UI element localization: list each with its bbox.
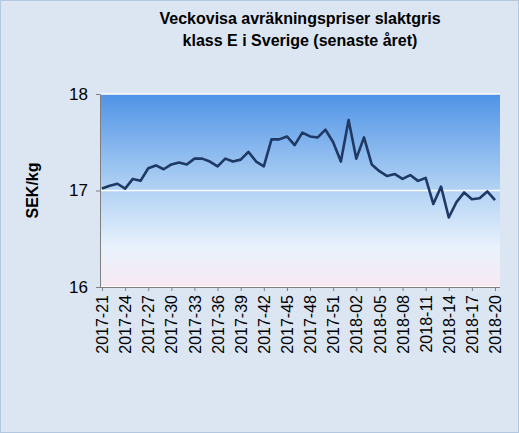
tick-mark [148,287,149,291]
tick: 18 [69,85,100,104]
axis-line [100,287,500,288]
tick-label: 2017-39 [233,295,250,354]
grid-line [100,93,500,95]
tick-label: 2018-20 [487,295,504,354]
y-axis: 16 17 18 [69,85,100,297]
tick-label: 2017-21 [94,295,111,354]
chart: 16 17 18 2017-21 2017-24 2017-27 2017-30 2017-3… [0,0,519,433]
tick: 2017-42 [256,287,273,354]
tick-label: 2017-45 [279,295,296,354]
marks [102,120,495,217]
tick: 2017-39 [233,287,250,354]
tick: 2018-11 [418,287,435,353]
tick-mark [96,287,100,288]
tick-label: 2018-05 [372,295,389,354]
tick: 2017-36 [210,287,227,354]
tick-mark [333,287,334,291]
tick: 2018-14 [441,287,458,354]
tick: 2017-27 [140,287,157,354]
tick-mark [171,287,172,291]
tick-label: 2017-27 [140,295,157,354]
tick: 2018-02 [348,287,365,354]
tick-mark [96,191,100,192]
tick-mark [96,94,100,95]
tick: 2018-20 [487,287,504,354]
tick-label: 2017-24 [117,295,134,354]
tick-label: 2017-30 [163,295,180,354]
tick: 2018-08 [395,287,412,354]
tick-mark [379,287,380,291]
tick-mark [403,287,404,291]
tick: 17 [69,181,100,200]
tick-mark [426,287,427,291]
tick-label: 2017-33 [187,295,204,354]
price-line [102,120,495,217]
tick-mark [264,287,265,291]
tick-mark [472,287,473,291]
plot-area [100,94,500,287]
tick: 2018-17 [464,287,481,354]
title: klass E i Sverige (senaste året) [183,32,418,49]
tick-label: 17 [69,181,88,200]
grid-line [100,286,500,288]
tick: 2017-24 [117,287,134,354]
tick-label: 2017-42 [256,295,273,354]
tick: 2017-48 [302,287,319,354]
tick: 2017-33 [187,287,204,354]
tick-mark [241,287,242,291]
tick-mark [449,287,450,291]
x-axis: 2017-21 2017-24 2017-27 2017-30 2017-33 2017-… [94,287,504,354]
grid [100,94,500,287]
tick-label: 2017-48 [302,295,319,354]
y-axis-title: SEK/kg [24,162,41,218]
tick-mark [310,287,311,291]
tick-mark [125,287,126,291]
tick: 2018-05 [372,287,389,354]
tick: 2017-51 [325,287,342,354]
tick-label: 2017-51 [325,295,342,354]
tick-label: 16 [69,278,88,297]
tick-label: 2017-36 [210,295,227,354]
tick-label: 18 [69,85,88,104]
tick: 2017-45 [279,287,296,354]
title: Veckovisa avräkningspriser slaktgris [159,10,440,27]
tick-mark [495,287,496,291]
tick-mark [102,287,103,291]
axis-line [96,95,101,288]
tick: 16 [69,278,100,297]
tick-mark [287,287,288,291]
tick-label: 2018-11 [418,295,435,353]
tick-mark [356,287,357,291]
tick-mark [218,287,219,291]
tick: 2017-21 [94,287,111,354]
tick-label: 2018-14 [441,295,458,354]
tick-label: 2018-17 [464,295,481,354]
tick-label: 2018-08 [395,295,412,354]
background [1,1,519,433]
tick-mark [194,287,195,291]
tick: 2017-30 [163,287,180,354]
tick-label: 2018-02 [348,295,365,354]
